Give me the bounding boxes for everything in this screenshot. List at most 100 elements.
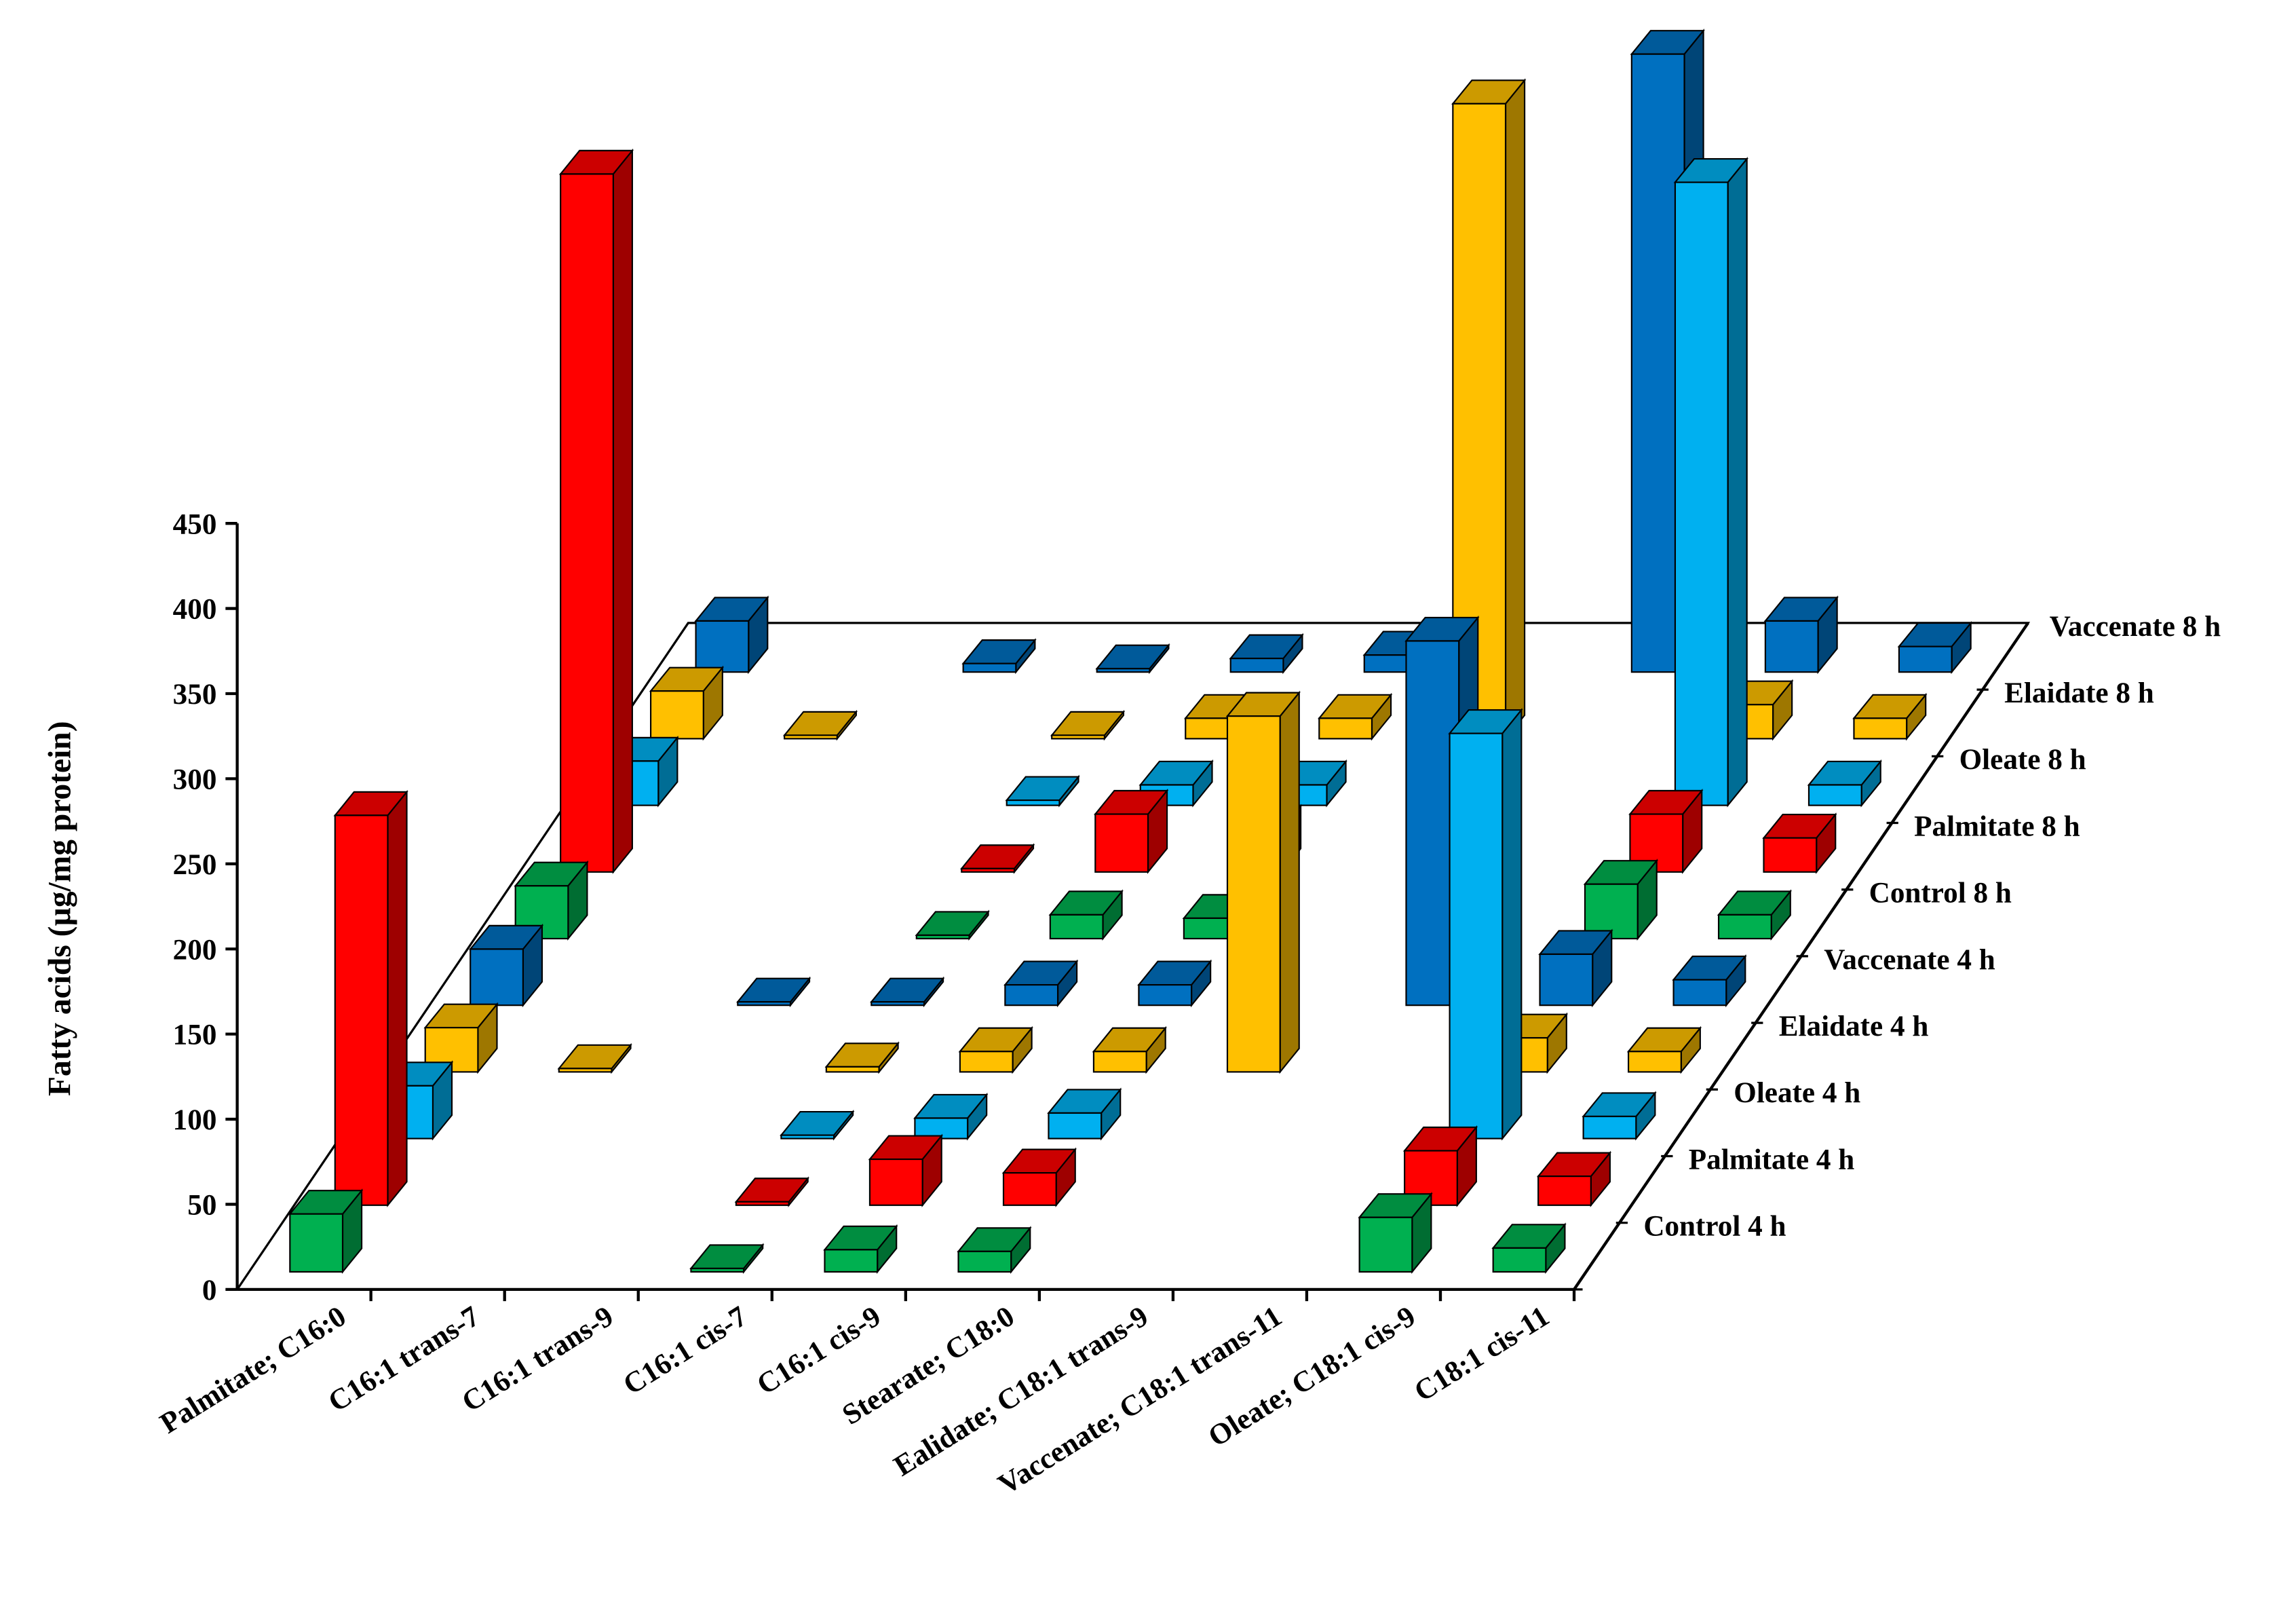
- y-tick-label: 350: [173, 679, 217, 711]
- bar: [961, 638, 1037, 675]
- bar: [1491, 1222, 1567, 1275]
- legend-label: Control 4 h: [1643, 1211, 1786, 1243]
- bar-front: [784, 734, 838, 740]
- bar: [1003, 959, 1079, 1008]
- bar-side: [387, 789, 408, 1207]
- bar-front: [824, 1249, 879, 1273]
- y-tick-label: 300: [173, 764, 217, 796]
- bar-front: [1582, 1115, 1637, 1140]
- bar: [1318, 692, 1393, 741]
- bar-front: [870, 1001, 925, 1006]
- bar-front: [1537, 1175, 1592, 1206]
- bar: [1583, 859, 1659, 941]
- bar-front: [1226, 715, 1281, 1073]
- bar: [1005, 774, 1080, 808]
- bar-front: [558, 1068, 613, 1073]
- bar-side: [1279, 690, 1300, 1074]
- bar: [1628, 788, 1704, 874]
- bar-front: [1492, 1247, 1547, 1273]
- bar-front: [650, 690, 704, 740]
- bar-front: [1628, 1051, 1682, 1073]
- bar-front: [1807, 784, 1862, 806]
- bar-front: [1004, 984, 1059, 1006]
- bar-side: [1504, 78, 1526, 741]
- bar: [1538, 928, 1613, 1008]
- bar-front: [1853, 717, 1908, 740]
- bar: [823, 1224, 898, 1275]
- bar-front: [961, 867, 1016, 873]
- bar: [333, 789, 408, 1207]
- bar: [694, 595, 769, 675]
- bar: [558, 148, 634, 874]
- y-tick-label: 150: [173, 1019, 217, 1051]
- bar: [288, 1188, 364, 1275]
- y-tick-label: 400: [173, 594, 217, 626]
- bar-front: [690, 1267, 745, 1273]
- bar: [1536, 1150, 1612, 1207]
- bar-front: [1048, 1112, 1103, 1140]
- bar: [1095, 643, 1170, 675]
- bar-front: [737, 1001, 792, 1006]
- bar-front: [695, 620, 750, 673]
- y-tick-label: 100: [173, 1104, 217, 1136]
- bar-front: [780, 1134, 835, 1140]
- bar-front: [735, 1201, 790, 1206]
- bar: [1852, 692, 1928, 741]
- bar-front: [915, 934, 970, 940]
- bar: [1358, 1192, 1433, 1275]
- y-tick-label: 50: [187, 1190, 216, 1222]
- bar: [1626, 1026, 1702, 1074]
- bar: [736, 976, 811, 1008]
- x-tick-label: C16:1 cis-7: [618, 1300, 753, 1401]
- bar: [1047, 1087, 1122, 1141]
- bar: [1897, 621, 1972, 675]
- bar-front: [1049, 914, 1104, 940]
- bar-front: [1092, 1051, 1147, 1073]
- bar: [1094, 788, 1169, 874]
- x-tick-label: C18:1 cis-11: [1409, 1300, 1555, 1408]
- bar: [959, 843, 1035, 874]
- y-tick-label: 450: [173, 508, 217, 540]
- bar: [734, 1176, 809, 1207]
- bar: [1763, 595, 1839, 675]
- bar-front: [1763, 837, 1818, 873]
- bar-front: [1358, 1216, 1413, 1273]
- bar-front: [470, 948, 524, 1006]
- bar: [1048, 889, 1124, 941]
- bar-front: [1094, 813, 1149, 873]
- bar-front: [1002, 1172, 1057, 1206]
- bar: [1225, 690, 1301, 1074]
- x-tick-label: C16:1 trans-9: [457, 1300, 619, 1418]
- bar: [870, 976, 945, 1008]
- bar-front: [1672, 979, 1727, 1006]
- bar: [1229, 633, 1304, 675]
- legend-label: Palmitate 4 h: [1689, 1144, 1855, 1175]
- bar-front: [334, 814, 389, 1206]
- bar-front: [825, 1066, 880, 1073]
- bar: [780, 1110, 855, 1141]
- legend-label: Elaidate 4 h: [1779, 1011, 1929, 1042]
- bar: [915, 909, 990, 941]
- bar: [957, 1226, 1032, 1275]
- bar-front: [959, 1051, 1014, 1073]
- x-tick-label: C16:1 trans-7: [323, 1300, 485, 1418]
- y-tick-label: 200: [173, 934, 217, 966]
- bar-front: [1717, 914, 1772, 940]
- bar: [557, 1042, 632, 1074]
- bar-side: [1727, 157, 1748, 808]
- bar: [1762, 812, 1837, 874]
- bar: [824, 1041, 900, 1074]
- bar: [1137, 959, 1212, 1008]
- bar-front: [289, 1213, 344, 1273]
- bar: [1673, 157, 1748, 808]
- bar: [689, 1243, 765, 1275]
- bar-front: [1539, 953, 1594, 1006]
- bar: [1001, 1147, 1077, 1207]
- legend-label: Oleate 4 h: [1734, 1077, 1860, 1109]
- bar-front: [957, 1250, 1012, 1273]
- legend-label: Oleate 8 h: [1959, 744, 2086, 776]
- bar: [1448, 708, 1523, 1141]
- bar-front: [868, 1158, 923, 1206]
